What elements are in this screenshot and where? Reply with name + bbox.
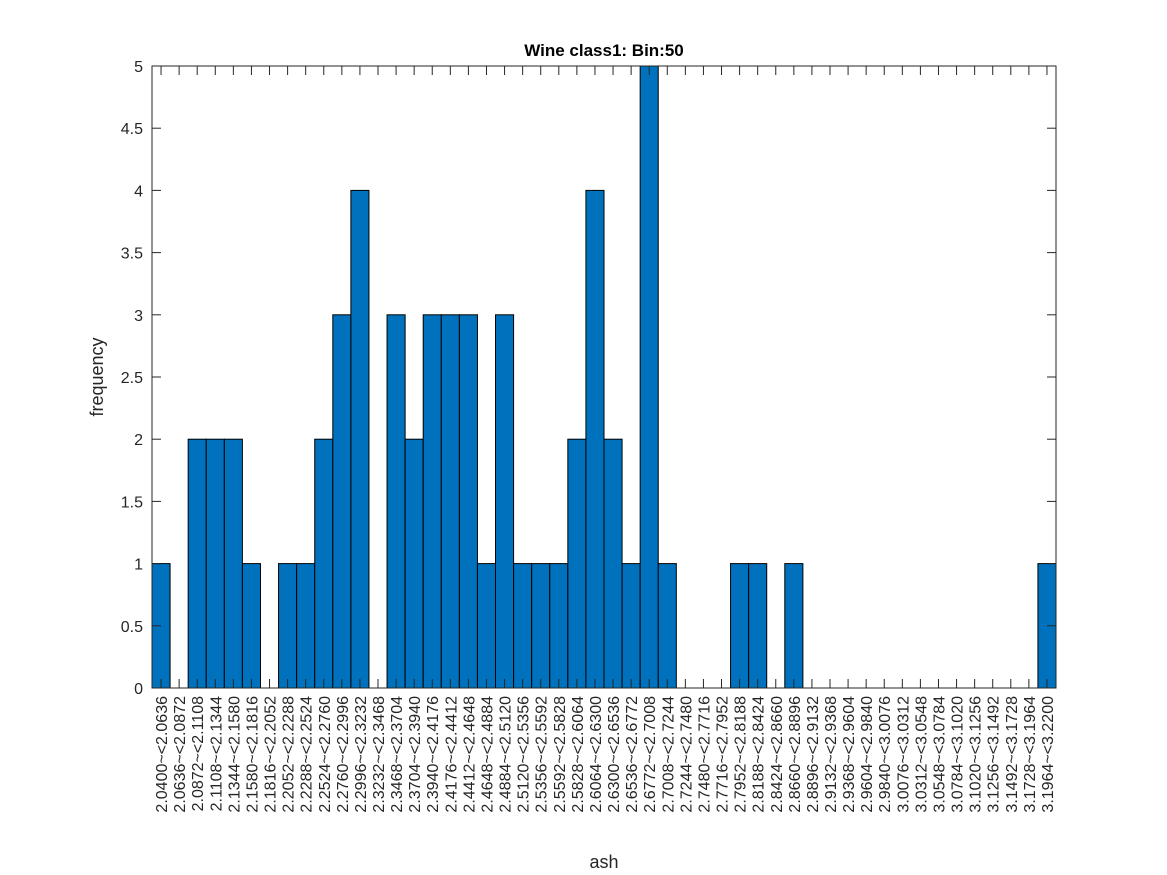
x-tick-label: 2.5356~<2.5592 [534, 696, 551, 813]
histogram-bar [476, 563, 497, 689]
y-tick-label: 3.5 [121, 246, 143, 263]
y-tick-labels: 0 0.5 1 1.5 2 2.5 3 3.5 4 4.5 5 [121, 59, 143, 698]
y-tick-label: 0.5 [121, 619, 143, 636]
x-tick-label: 2.5828~<2.6064 [570, 696, 587, 813]
histogram-bar [585, 189, 605, 689]
y-tick-label: 0 [134, 681, 143, 698]
x-tick-label: 2.2052~<2.2288 [281, 696, 298, 813]
y-tick-label: 1.5 [121, 494, 143, 511]
histogram-bar [495, 314, 515, 689]
x-tick-label: 2.6064~<2.6300 [588, 696, 605, 813]
y-axis-label: frequency [87, 337, 107, 416]
y-tick-label: 4.5 [121, 121, 143, 138]
x-tick-label: 2.8188~<2.8424 [751, 696, 768, 813]
x-tick-label: 3.0312~<3.0548 [913, 696, 930, 813]
histogram-bar [748, 563, 768, 689]
x-tick-label: 2.7244~<2.7480 [678, 696, 695, 813]
x-tick-label: 2.8896~<2.9132 [805, 696, 822, 813]
x-tick-label: 2.3940~<2.4176 [425, 696, 442, 813]
x-tick-label: 2.2524~<2.2760 [317, 696, 334, 813]
x-tick-label: 2.1580~<2.1816 [244, 696, 261, 813]
x-tick-label: 2.0400~<2.0636 [154, 696, 171, 813]
x-tick-label: 3.1492~<3.1728 [1004, 696, 1021, 813]
x-tick-label: 2.9132~<2.9368 [823, 696, 840, 813]
x-tick-label: 2.6772~<2.7008 [642, 696, 659, 813]
histogram-bar [223, 438, 243, 689]
x-tick-label: 2.1816~<2.2052 [263, 696, 280, 813]
histogram-bar [386, 314, 406, 689]
x-tick-label: 2.7480~<2.7716 [696, 696, 713, 813]
x-tick-label: 3.1256~<3.1492 [986, 696, 1003, 813]
x-tick-label: 2.7008~<2.7244 [660, 696, 677, 813]
x-tick-label: 2.7952~<2.8188 [733, 696, 750, 813]
histogram-bar [314, 438, 334, 689]
x-tick-label: 2.2996~<2.3232 [353, 696, 370, 813]
x-tick-label: 2.9840~<3.0076 [877, 696, 894, 813]
x-tick-label: 2.7716~<2.7952 [715, 696, 732, 813]
x-axis-label: ash [589, 852, 618, 872]
x-tick-label: 2.1108~<2.1344 [208, 696, 225, 811]
x-tick-label: 3.1728~<3.1964 [1022, 696, 1039, 813]
histogram-bar [603, 438, 623, 689]
y-tick-label: 2.5 [121, 370, 143, 387]
y-tick-label: 3 [134, 308, 143, 325]
x-tick-label: 2.9368~<2.9604 [841, 696, 858, 813]
x-tick-label: 2.6300~<2.6536 [606, 696, 623, 813]
histogram-bar [241, 563, 261, 689]
histogram-bar [278, 563, 298, 689]
x-tick-label: 3.0784~<3.1020 [950, 696, 967, 813]
x-tick-label: 2.8660~<2.8896 [787, 696, 804, 813]
histogram-bar [549, 563, 569, 689]
histogram-bar [404, 438, 424, 689]
histogram-bar [567, 438, 587, 689]
x-tick-label: 2.5120~<2.5356 [516, 696, 533, 813]
x-tick-label: 2.3704~<2.3940 [407, 696, 424, 813]
histogram-bar [531, 563, 551, 689]
x-tick-label: 3.0076~<3.0312 [895, 696, 912, 813]
x-tick-label: 2.6536~<2.6772 [624, 696, 641, 813]
histogram-bar [513, 563, 533, 689]
x-tick-label: 2.3468~<2.3704 [389, 696, 406, 813]
x-tick-label: 2.0636~<2.0872 [172, 696, 189, 813]
x-tick-label: 2.8424~<2.8660 [769, 696, 786, 813]
histogram-bar [730, 563, 750, 689]
y-tick-label: 2 [134, 432, 143, 449]
x-tick-label: 3.1964~<3.2200 [1040, 696, 1057, 813]
histogram-bar [350, 189, 370, 689]
histogram-bar [440, 314, 460, 689]
histogram-bar [205, 438, 225, 689]
y-tick-label: 1 [134, 557, 143, 574]
x-tick-label: 2.4412~<2.4648 [461, 696, 478, 813]
histogram-bar [296, 563, 316, 689]
y-tick-label: 4 [134, 183, 143, 200]
x-tick-label: 2.0872~<2.1108 [190, 696, 207, 811]
histogram-bar [621, 563, 641, 689]
x-tick-label: 2.5592~<2.5828 [552, 696, 569, 813]
bars-layer [151, 65, 1057, 689]
y-tick-label: 5 [134, 59, 143, 76]
x-tick-label: 2.1344~<2.1580 [226, 696, 243, 813]
x-tick-label: 2.2760~<2.2996 [335, 696, 352, 813]
x-tick-label: 2.3232~<2.3468 [371, 696, 388, 813]
histogram-bar [657, 563, 677, 689]
x-tick-label: 3.1020~<3.1256 [968, 696, 985, 813]
histogram-bar [639, 65, 659, 689]
x-tick-labels: 2.0400~<2.0636 2.0636~<2.0872 2.0872~<2.11… [154, 696, 1057, 813]
x-tick-label: 2.9604~<2.9840 [859, 696, 876, 813]
histogram-bar [458, 314, 478, 689]
chart-title: Wine class1: Bin:50 [524, 41, 684, 60]
x-tick-label: 2.4884~<2.5120 [498, 696, 515, 813]
x-tick-label: 3.0548~<3.0784 [931, 696, 948, 813]
histogram-bar [187, 438, 207, 689]
x-tick-label: 2.4176~<2.4412 [443, 696, 460, 813]
histogram-bar [422, 314, 442, 689]
x-tick-label: 2.4648~<2.4884 [479, 696, 496, 813]
ticks-layer [152, 65, 1056, 689]
histogram-bar [784, 563, 804, 689]
histogram-bar [332, 314, 352, 689]
x-tick-label: 2.2288~<2.2524 [299, 696, 316, 813]
